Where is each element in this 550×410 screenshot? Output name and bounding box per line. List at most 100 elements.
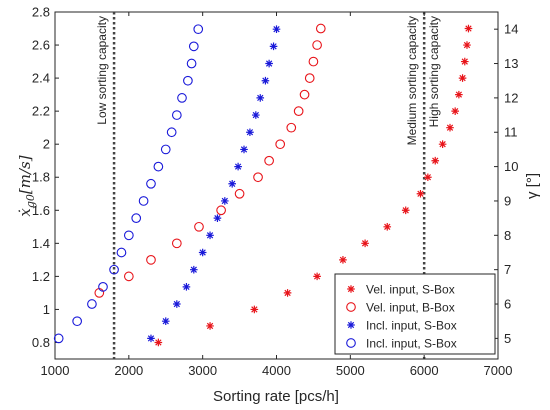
data-point <box>206 231 214 240</box>
y-axis-left-unit: [m/s] <box>16 155 34 194</box>
data-point <box>240 145 248 154</box>
series-2 <box>94 23 326 298</box>
y-left-tick-label: 1.8 <box>32 170 50 185</box>
x-tick-label: 3000 <box>188 363 217 378</box>
data-point <box>146 178 156 189</box>
data-point <box>123 271 134 282</box>
data-point <box>458 74 467 82</box>
y-left-tick-label: 2.2 <box>32 104 50 119</box>
data-point <box>123 230 134 241</box>
legend-entry: Incl. input, S-Box <box>366 319 457 333</box>
series-marks <box>53 23 473 347</box>
data-point <box>216 205 226 216</box>
x-axis: 1000 2000 3000 4000 5000 6000 7000 <box>41 12 513 378</box>
data-point <box>109 264 119 275</box>
x-tick-label: 6000 <box>410 363 439 378</box>
y-left-tick-label: 1.4 <box>32 236 50 251</box>
data-point <box>213 214 222 222</box>
data-point <box>193 24 204 35</box>
x-tick-label: 2000 <box>114 363 143 378</box>
legend-box <box>334 273 496 355</box>
capacity-label: High sorting capacity <box>427 16 441 127</box>
data-point <box>166 127 177 138</box>
data-point <box>234 162 242 171</box>
y-right-tick-label: 9 <box>504 193 511 208</box>
data-point <box>171 238 182 249</box>
legend-entry: Incl. input, S-Box <box>366 337 457 351</box>
data-point <box>313 272 321 281</box>
data-point <box>339 256 347 264</box>
x-axis-label: Sorting rate [pcs/h] <box>213 388 339 405</box>
y-right-tick-label: 5 <box>504 331 511 346</box>
y-axis-right: 5 6 7 8 9 10 11 12 13 14 <box>494 22 518 346</box>
capacity-label: Medium sorting capacity <box>405 16 419 145</box>
legend-marker <box>346 302 356 312</box>
legend-marker <box>347 285 355 293</box>
data-point <box>275 139 286 150</box>
y-right-tick-label: 6 <box>504 297 511 312</box>
vertical-lines: Low sorting capacity Medium sorting capac… <box>95 12 441 359</box>
y-left-tick-label: 2.4 <box>32 71 50 86</box>
data-point <box>283 289 292 297</box>
data-point <box>446 123 454 132</box>
y-left-tick-label: 1.6 <box>32 203 50 218</box>
x-tick-label: 1000 <box>41 363 70 378</box>
data-point <box>299 89 310 100</box>
data-point <box>464 24 473 33</box>
y-axis-left-subscript: g0 <box>24 194 37 208</box>
y-right-tick-label: 11 <box>504 125 518 140</box>
data-point <box>53 333 64 344</box>
capacity-label: Low sorting capacity <box>95 16 109 125</box>
y-left-tick-label: 2 <box>43 137 50 152</box>
data-point <box>72 316 82 327</box>
data-point <box>246 128 254 137</box>
y-left-tick-label: 0.8 <box>32 335 50 350</box>
data-point <box>234 188 245 199</box>
data-point <box>183 75 193 86</box>
data-point <box>253 172 263 183</box>
y-right-tick-label: 14 <box>504 22 518 37</box>
data-point <box>154 338 163 347</box>
data-point <box>463 41 471 49</box>
data-point <box>138 196 149 206</box>
y-left-tick-label: 1 <box>43 302 50 317</box>
data-point <box>98 282 108 292</box>
data-point <box>173 300 181 308</box>
legend-entry: Vel. input, B-Box <box>366 301 455 315</box>
data-point <box>252 111 260 119</box>
data-point <box>286 122 297 133</box>
data-point <box>221 197 229 205</box>
data-point <box>416 189 425 198</box>
data-point <box>194 221 204 232</box>
data-point <box>272 25 281 33</box>
data-point <box>304 73 315 83</box>
data-point <box>451 107 459 115</box>
data-point <box>256 94 265 102</box>
x-tick-label: 7000 <box>484 363 513 378</box>
legend: Vel. input, S-Box Vel. input, B-Box Incl. … <box>334 273 496 355</box>
data-point <box>312 40 322 50</box>
data-point <box>186 58 197 69</box>
y-right-tick-label: 8 <box>504 228 511 243</box>
data-point <box>250 305 259 314</box>
data-point <box>269 42 278 51</box>
data-point <box>383 223 392 231</box>
x-tick-label: 5000 <box>336 363 365 378</box>
data-point <box>190 265 198 274</box>
data-point <box>177 93 187 103</box>
data-point <box>264 155 274 166</box>
data-point <box>161 317 170 326</box>
data-point <box>261 76 270 85</box>
data-point <box>455 90 463 99</box>
data-point <box>460 57 469 66</box>
y-axis-left-label: ẋg0[m/s] <box>16 155 37 216</box>
series-4 <box>53 24 204 344</box>
data-point <box>87 299 97 309</box>
data-point <box>228 179 236 188</box>
y-axis-left: 0.8 1 1.2 1.4 1.6 1.8 2 2.2 2.4 2.6 2.8 <box>32 5 59 350</box>
legend-marker <box>346 338 356 348</box>
data-point <box>182 283 191 291</box>
x-tick-label: 4000 <box>262 363 291 378</box>
data-point <box>401 206 410 215</box>
